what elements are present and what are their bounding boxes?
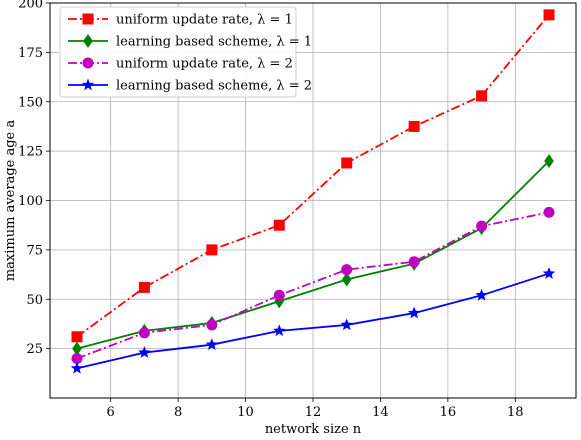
data-point [341,264,353,276]
legend-label: uniform update rate, λ = 1 [116,13,293,28]
x-axis-label: network size n [265,422,362,437]
legend-entry: uniform update rate, λ = 1 [68,13,293,28]
data-point [542,267,556,279]
data-point [71,353,83,364]
legend-label: learning based scheme, λ = 2 [116,79,312,94]
data-point [340,318,353,331]
legend-marker [82,57,94,69]
legend-label: uniform update rate, λ = 2 [116,57,293,72]
data-point [273,289,285,301]
y-tick-label: 150 [18,95,43,110]
data-point [544,154,554,168]
x-tick-label: 18 [507,405,524,420]
legend-marker [81,78,95,91]
data-point [70,361,84,374]
data-point [476,220,488,232]
legend-marker [83,34,93,48]
data-point [476,90,488,102]
data-point [206,244,218,256]
series-line [76,272,550,370]
data-point [543,206,555,218]
legend-entry: learning based scheme, λ = 1 [68,34,312,50]
x-tick-label: 14 [372,405,389,420]
data-point [273,219,285,231]
y-axis-label: maximum average age a [3,120,18,282]
data-point [475,288,488,301]
y-tick-label: 25 [26,342,43,357]
data-point [71,331,83,343]
data-point [205,338,219,350]
y-tick-label: 200 [18,0,43,12]
data-point [206,319,218,331]
data-point [273,324,286,337]
series-1 [71,9,555,343]
data-point [543,9,555,21]
x-tick-label: 10 [237,405,254,420]
y-tick-label: 50 [26,293,43,308]
y-tick-label: 125 [18,145,43,160]
y-tick-label: 100 [18,194,43,209]
data-point [341,157,353,169]
x-tick-label: 12 [305,405,322,420]
data-point [138,346,151,358]
series-layer [70,9,556,374]
series-3 [71,206,555,364]
y-tick-label: 175 [18,46,43,61]
legend-box [59,6,297,98]
data-point [72,341,82,356]
legend-label: learning based scheme, λ = 1 [116,35,312,50]
data-point [408,120,420,132]
y-tick-label: 75 [26,243,43,258]
grid [50,2,576,398]
legend-entry: learning based scheme, λ = 2 [68,78,312,94]
data-point [138,281,150,293]
data-point [341,272,352,287]
x-tick-label: 16 [440,405,457,420]
series-line [76,160,550,350]
series-4 [70,267,556,374]
ticks: 6 8 10 12 14 16 18 25 50 75 100 125 150 175 200 [18,0,523,420]
legend-entry: uniform update rate, λ = 2 [68,57,293,72]
x-tick-label: 6 [107,405,115,420]
data-point [408,256,420,268]
data-point [407,306,421,319]
legend-marker [82,13,94,25]
data-point [138,327,150,339]
legend: uniform update rate, λ = 1 learning based… [59,6,312,98]
x-tick-label: 8 [174,405,182,420]
series-line [76,14,550,338]
